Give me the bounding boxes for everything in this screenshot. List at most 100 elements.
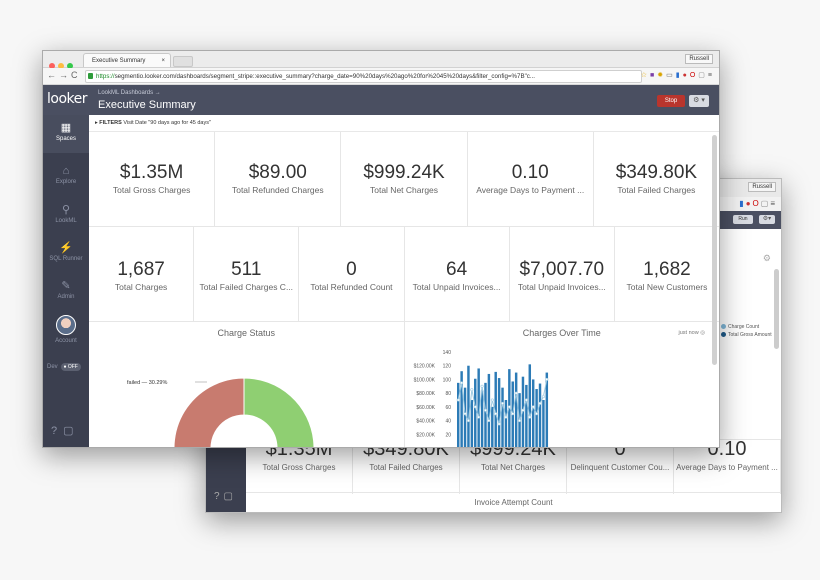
dashboard-scrollbar[interactable]: [712, 135, 717, 365]
bar[interactable]: [534, 389, 538, 447]
kpi-tile[interactable]: $7,007.70 Total Unpaid Invoices...: [510, 227, 615, 321]
menu-icon[interactable]: ≡: [707, 72, 715, 79]
line-point[interactable]: [510, 412, 514, 416]
donut-slice-succeeded[interactable]: [178, 377, 315, 447]
kpi-tile[interactable]: $349.80K Total Failed Charges: [594, 132, 719, 226]
browser-tab[interactable]: Executive Summary ×: [83, 53, 171, 67]
breadcrumb[interactable]: LookML Dashboards →: [98, 90, 161, 96]
line-point[interactable]: [538, 401, 542, 405]
extension-icon[interactable]: ▢: [698, 72, 708, 79]
extension-icon[interactable]: ✹: [657, 72, 667, 79]
back-tile[interactable]: 0.10 Average Days to Payment ...: [674, 438, 781, 494]
forward-arrow-icon[interactable]: →: [59, 70, 71, 80]
bar[interactable]: [497, 378, 500, 447]
kpi-tile[interactable]: 511 Total Failed Charges C...: [194, 227, 300, 321]
back-scrollbar[interactable]: [774, 269, 779, 349]
line-point[interactable]: [483, 408, 487, 412]
sidebar-item-spaces[interactable]: ▦ Spaces: [43, 115, 89, 153]
extension-icon[interactable]: ■: [650, 72, 658, 79]
close-window-icon[interactable]: [49, 63, 55, 69]
donut-slice-failed[interactable]: [173, 377, 245, 447]
bar[interactable]: [493, 371, 497, 447]
bar[interactable]: [524, 384, 528, 447]
kpi-tile[interactable]: $1.35M Total Gross Charges: [89, 132, 216, 226]
bar[interactable]: [463, 387, 466, 447]
sidebar-item-lookml[interactable]: ⚲ LookML: [43, 203, 89, 224]
sidebar-item-sql-runner[interactable]: ⚡ SQL Runner: [43, 241, 89, 262]
line-point[interactable]: [490, 398, 494, 402]
bar[interactable]: [483, 382, 487, 447]
back-tile[interactable]: $999.24K Total Net Charges: [460, 438, 567, 494]
bar[interactable]: [545, 372, 548, 447]
looker-logo[interactable]: looker: [47, 91, 88, 107]
bar[interactable]: [528, 364, 531, 447]
chat-icon[interactable]: ▢: [63, 425, 80, 437]
back-settings-icon[interactable]: ⚙: [762, 253, 771, 263]
bar[interactable]: [473, 378, 476, 447]
bar[interactable]: [500, 387, 504, 447]
back-arrow-icon[interactable]: ←: [47, 70, 59, 80]
line-point[interactable]: [463, 412, 467, 416]
back-run-button[interactable]: Run: [733, 215, 753, 224]
back-tile[interactable]: $1.35M Total Gross Charges: [246, 438, 353, 494]
opera-icon[interactable]: O: [689, 72, 699, 79]
profile-user-button[interactable]: Russell: [685, 54, 713, 64]
line-point[interactable]: [497, 422, 501, 426]
new-tab-button[interactable]: [173, 56, 193, 67]
line-point[interactable]: [469, 388, 473, 392]
bar[interactable]: [490, 406, 494, 447]
bar[interactable]: [541, 400, 545, 447]
line-point[interactable]: [493, 412, 497, 416]
back-tile[interactable]: 0 Delinquent Customer Cou...: [567, 438, 674, 494]
reload-icon[interactable]: C: [71, 70, 81, 80]
kpi-tile[interactable]: $89.00 Total Refunded Charges: [215, 132, 342, 226]
extension-icon[interactable]: ●: [682, 72, 690, 79]
line-point[interactable]: [480, 384, 484, 388]
gear-icon[interactable]: ⚙ ▾: [689, 95, 709, 107]
bar[interactable]: [538, 383, 541, 447]
minimize-window-icon[interactable]: [58, 63, 64, 69]
url-bar[interactable]: https://segmentio.looker.com/dashboards/…: [85, 70, 642, 83]
back-user-button[interactable]: Russell: [748, 182, 776, 192]
line-point[interactable]: [520, 408, 524, 412]
line-point[interactable]: [456, 398, 460, 402]
kpi-tile[interactable]: 1,687 Total Charges: [89, 227, 195, 321]
bar[interactable]: [514, 372, 517, 447]
kpi-tile[interactable]: 0 Total Refunded Count: [299, 227, 405, 321]
back-gear-icon[interactable]: ⚙▾: [759, 215, 775, 224]
sidebar-item-admin[interactable]: ✎ Admin: [43, 279, 89, 300]
bar[interactable]: [531, 379, 534, 447]
line-point[interactable]: [541, 395, 545, 399]
bar[interactable]: [459, 371, 463, 447]
line-point[interactable]: [507, 405, 511, 409]
bar[interactable]: [456, 382, 459, 447]
maximize-window-icon[interactable]: [67, 63, 73, 69]
line-point[interactable]: [466, 419, 470, 423]
line-point[interactable]: [524, 398, 528, 402]
sidebar-item-account[interactable]: Account: [43, 315, 89, 344]
kpi-tile[interactable]: 64 Total Unpaid Invoices...: [405, 227, 510, 321]
nav-buttons[interactable]: ←→C: [47, 70, 81, 80]
kpi-tile[interactable]: $999.24K Total Net Charges: [341, 132, 468, 226]
line-point[interactable]: [527, 415, 531, 419]
sidebar-item-explore[interactable]: ⌂ Explore: [43, 165, 89, 185]
line-point[interactable]: [476, 415, 480, 419]
back-tile[interactable]: $349.80K Total Failed Charges: [353, 438, 460, 494]
line-point[interactable]: [503, 415, 507, 419]
line-point[interactable]: [486, 419, 490, 423]
line-point[interactable]: [500, 401, 504, 405]
line-point[interactable]: [514, 391, 518, 395]
dev-mode-toggle[interactable]: ● OFF: [60, 363, 81, 371]
line-point[interactable]: [544, 377, 548, 381]
star-icon[interactable]: ☆: [640, 72, 650, 79]
bar[interactable]: [480, 390, 483, 447]
help-icon[interactable]: ?: [51, 425, 64, 437]
bar[interactable]: [476, 368, 480, 447]
bar[interactable]: [487, 373, 490, 447]
line-point[interactable]: [473, 405, 477, 409]
bar[interactable]: [466, 365, 470, 447]
extension-icon[interactable]: ▭: [666, 72, 676, 79]
refresh-status[interactable]: just now ◎: [678, 330, 705, 336]
stop-button[interactable]: Stop: [657, 95, 685, 107]
kpi-tile[interactable]: 1,682 Total New Customers: [615, 227, 719, 321]
